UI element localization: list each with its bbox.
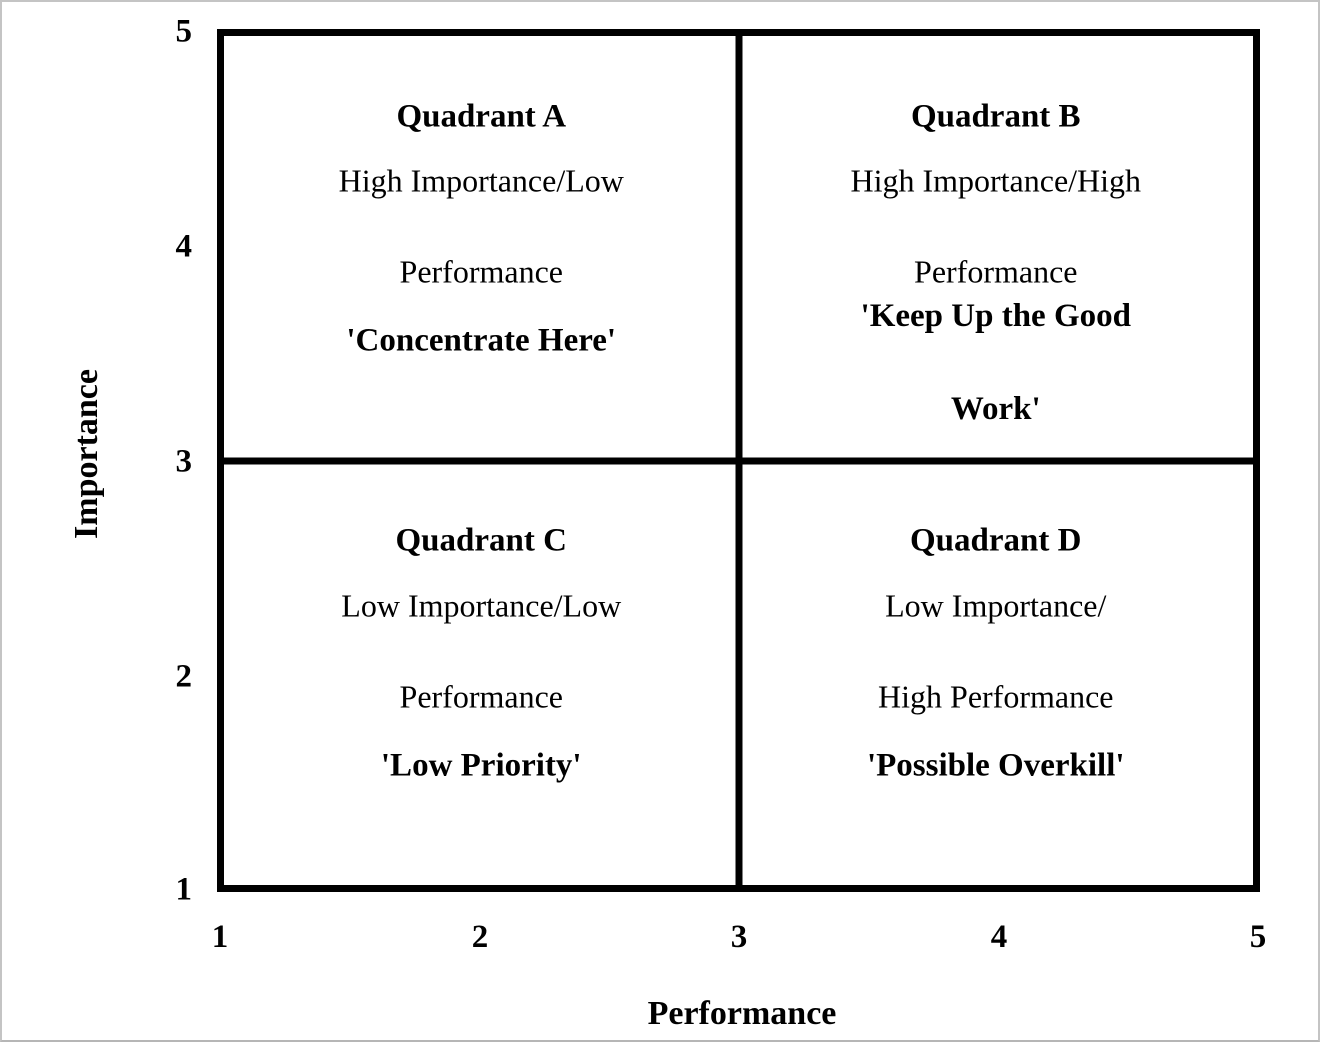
- horizontal-divider-line: [224, 457, 1253, 464]
- y-tick-2: 2: [175, 658, 193, 695]
- quadrant-c-desc-line2: Performance: [399, 678, 563, 715]
- y-tick-5: 5: [175, 13, 193, 50]
- quadrant-d-title: Quadrant D: [910, 522, 1082, 559]
- quadrant-d-motto: 'Possible Overkill': [754, 696, 1238, 837]
- quadrant-b-title: Quadrant B: [910, 98, 1081, 135]
- quadrant-a-title: Quadrant A: [396, 98, 567, 135]
- quadrant-a-motto-line1: 'Concentrate Here': [346, 323, 617, 360]
- quadrant-c-title: Quadrant C: [395, 522, 567, 559]
- quadrant-d-desc-line1: Low Importance/: [885, 587, 1107, 624]
- quadrant-c-desc-line1: Low Importance/Low: [341, 587, 622, 624]
- x-tick-2: 2: [471, 919, 489, 955]
- quadrant-c-description: Low Importance/Low Performance: [239, 538, 723, 765]
- quadrant-b-motto-line2: Work': [950, 391, 1041, 428]
- quadrant-a-description: High Importance/Low Performance: [239, 113, 723, 340]
- x-axis-label: Performance: [647, 995, 837, 1032]
- quadrant-c-cell: Quadrant C Low Importance/Low Performanc…: [224, 461, 739, 886]
- quadrant-b-desc-line2: Performance: [914, 253, 1078, 290]
- quadrant-a-desc-line2: Performance: [399, 253, 563, 290]
- quadrant-d-desc-line2: High Performance: [878, 678, 1114, 715]
- quadrant-d-motto-line1: 'Possible Overkill': [866, 747, 1125, 784]
- x-tick-1: 1: [211, 919, 229, 955]
- quadrant-b-motto: 'Keep Up the Good Work': [754, 246, 1238, 480]
- quadrant-b-desc-line1: High Importance/High: [850, 162, 1142, 199]
- quadrant-c-motto: 'Low Priority': [239, 696, 723, 837]
- y-tick-4: 4: [175, 228, 193, 265]
- quadrant-a-motto: 'Concentrate Here': [239, 271, 723, 412]
- quadrant-a-cell: Quadrant A High Importance/Low Performan…: [224, 36, 739, 461]
- quadrant-d-description: Low Importance/ High Performance: [754, 538, 1238, 765]
- quadrant-b-motto-line1: 'Keep Up the Good: [860, 297, 1131, 334]
- quadrant-d-cell: Quadrant D Low Importance/ High Performa…: [739, 461, 1254, 886]
- x-tick-3: 3: [730, 919, 748, 955]
- quadrant-c-motto-line1: 'Low Priority': [380, 747, 582, 784]
- plot-area: Quadrant A High Importance/Low Performan…: [217, 29, 1260, 892]
- y-axis-label: Importance: [68, 369, 105, 539]
- x-tick-4: 4: [990, 919, 1008, 955]
- quadrant-b-description: High Importance/High Performance: [754, 113, 1238, 340]
- quadrant-b-cell: Quadrant B High Importance/High Performa…: [739, 36, 1254, 461]
- y-tick-3: 3: [175, 443, 193, 480]
- x-tick-5: 5: [1249, 919, 1267, 955]
- quadrant-a-desc-line1: High Importance/Low: [338, 162, 624, 199]
- y-tick-1: 1: [175, 871, 193, 908]
